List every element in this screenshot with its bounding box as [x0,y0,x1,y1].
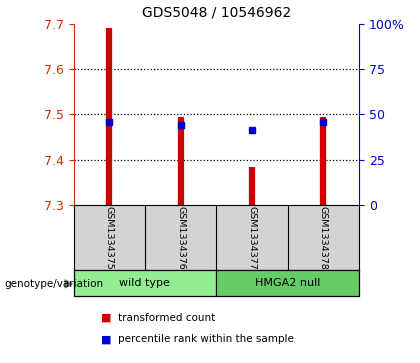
Bar [216,270,359,296]
Text: percentile rank within the sample: percentile rank within the sample [118,334,294,344]
Text: HMGA2 null: HMGA2 null [255,278,320,288]
Text: genotype/variation: genotype/variation [4,279,103,289]
Text: GSM1334375: GSM1334375 [105,206,114,270]
Bar [74,270,216,296]
Polygon shape [65,280,72,288]
Text: transformed count: transformed count [118,313,215,323]
Text: wild type: wild type [119,278,171,288]
Text: ■: ■ [101,313,111,323]
Text: GSM1334378: GSM1334378 [319,206,328,270]
Text: GSM1334377: GSM1334377 [247,206,257,270]
Title: GDS5048 / 10546962: GDS5048 / 10546962 [142,6,291,20]
Text: ■: ■ [101,334,111,344]
Text: GSM1334376: GSM1334376 [176,206,185,270]
